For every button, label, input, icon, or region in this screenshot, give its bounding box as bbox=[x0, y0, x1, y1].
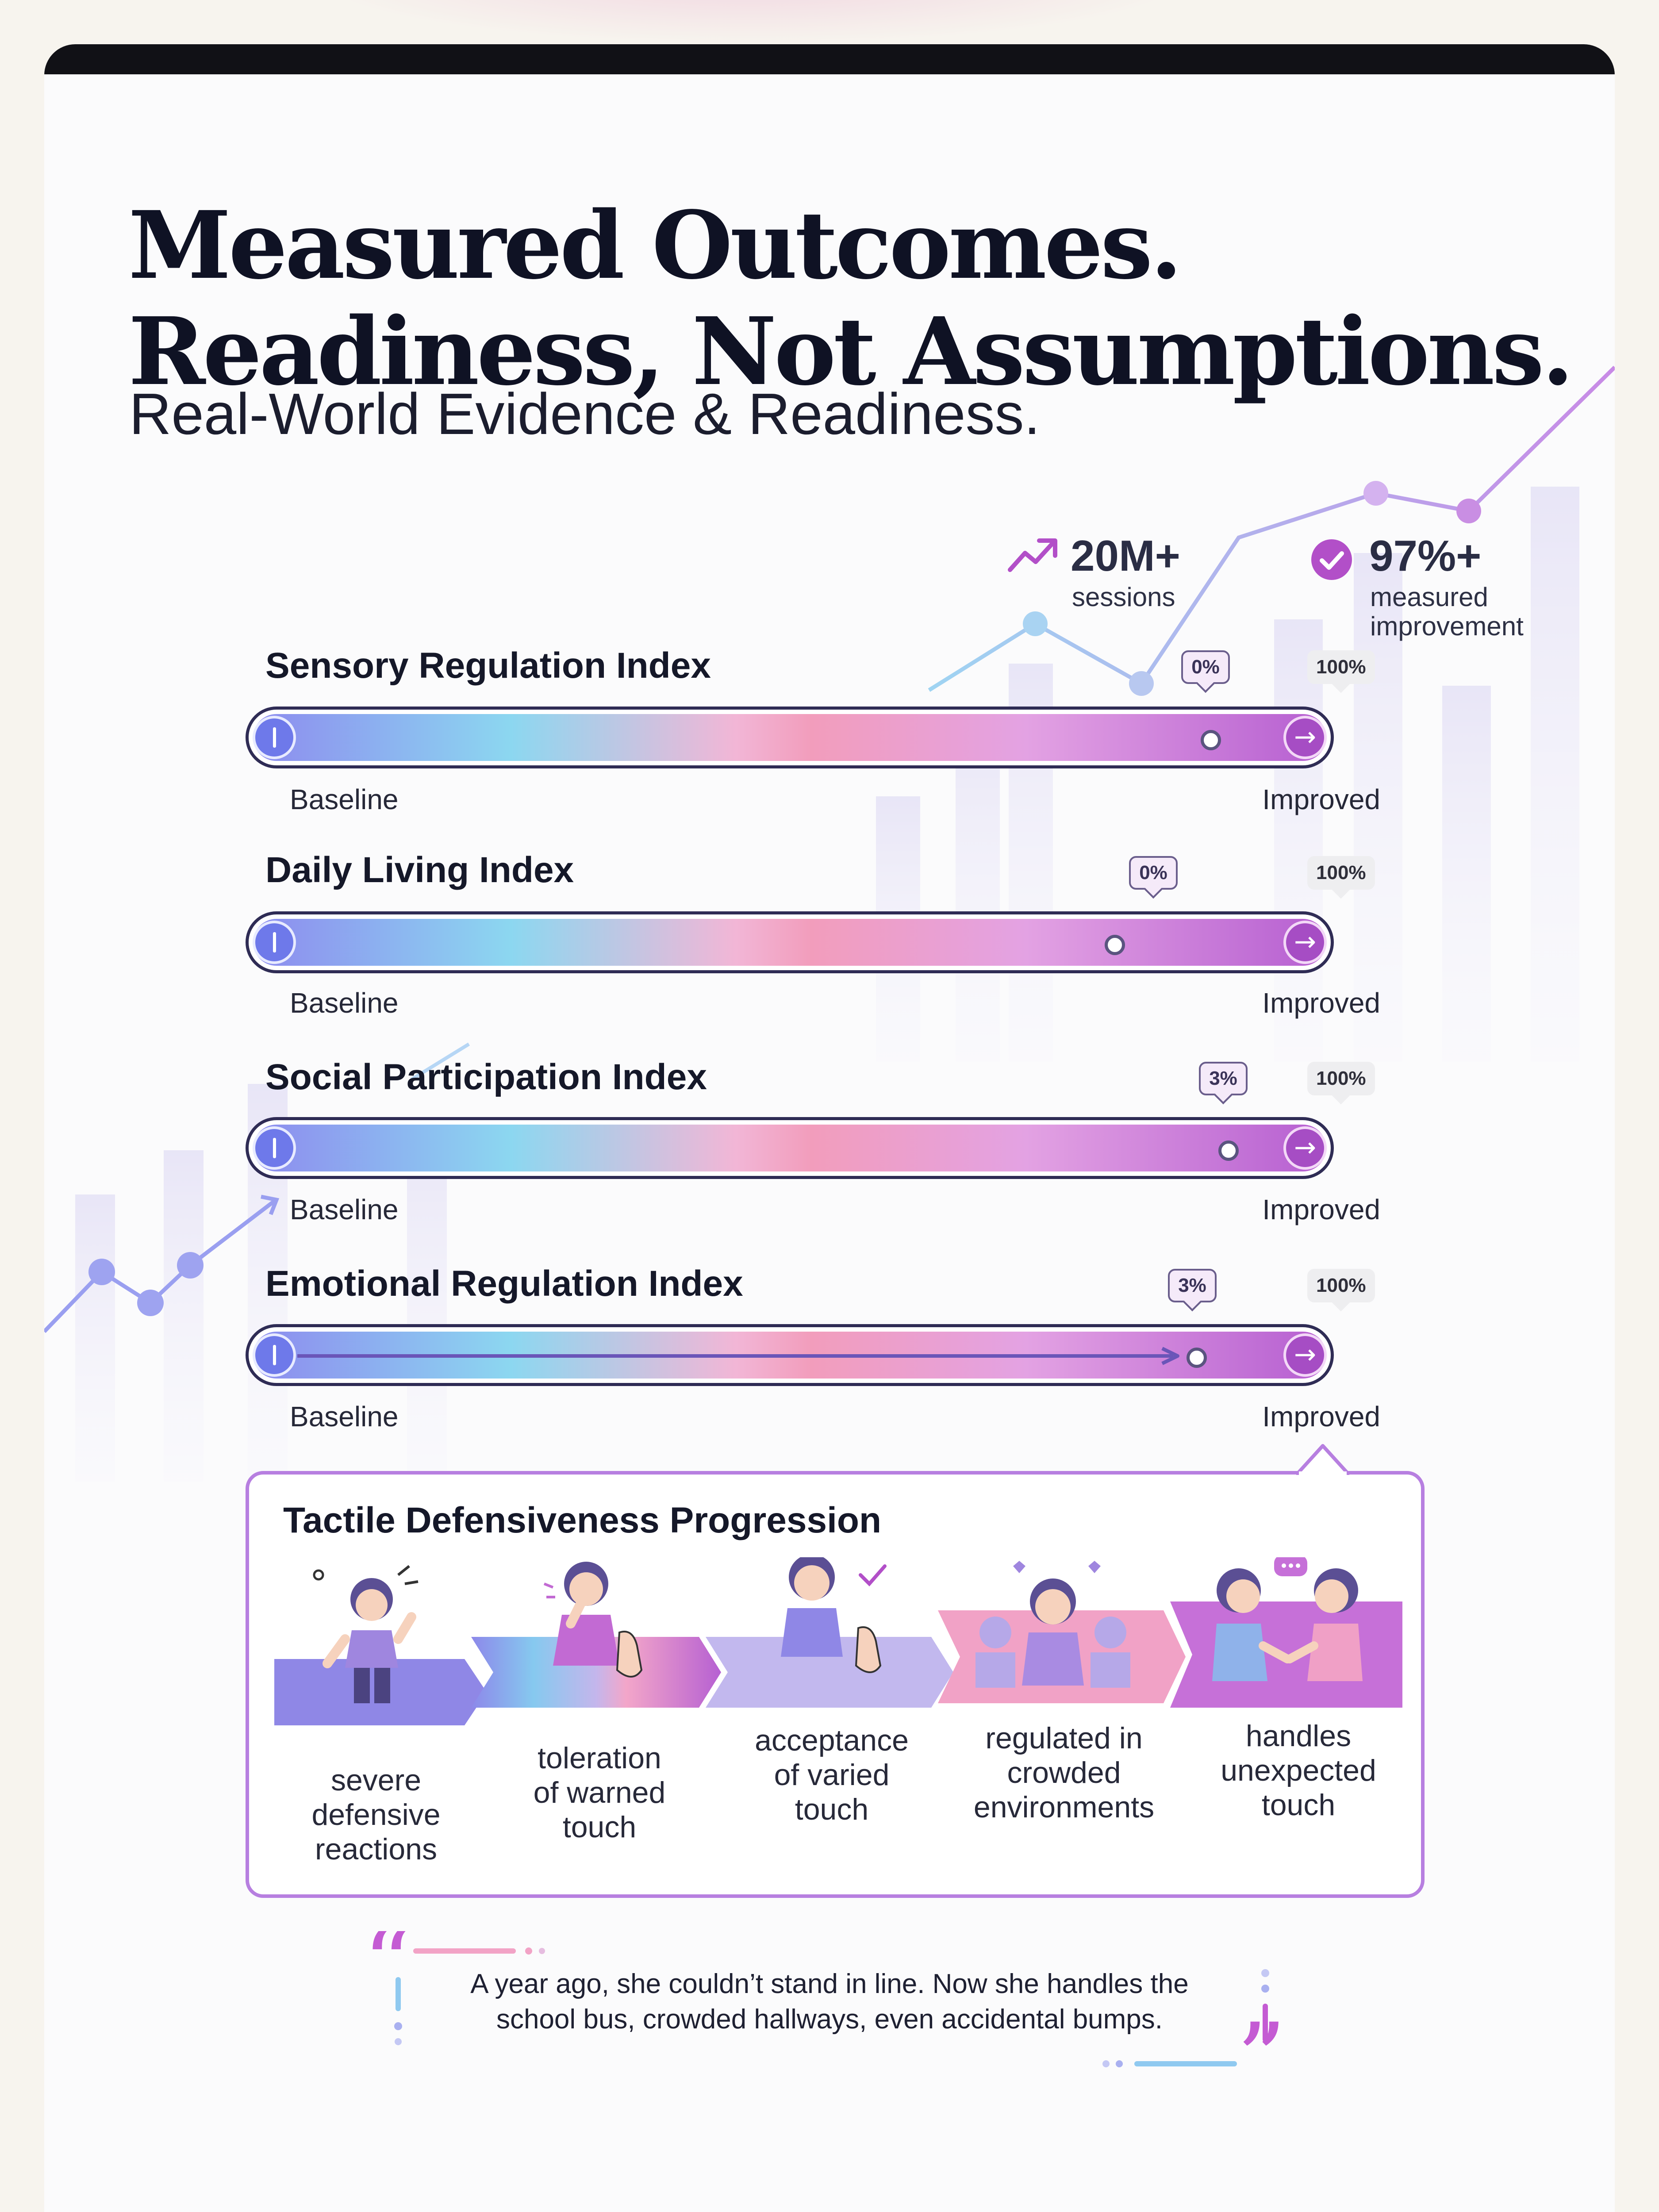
social-participation-index-slider[interactable]: → bbox=[246, 1117, 1334, 1179]
stage-5-label: handles unexpected touch bbox=[1221, 1719, 1376, 1822]
bg-bar bbox=[1531, 487, 1579, 1062]
daily-max-bubble: 100% bbox=[1307, 856, 1375, 890]
page-title-line2: Readiness, Not Assumptions. bbox=[128, 297, 1574, 406]
bg-point bbox=[1129, 671, 1154, 696]
sessions-stat-label: sessions bbox=[1072, 582, 1175, 612]
page-title-line1: Measured Outcomes. bbox=[128, 191, 1183, 300]
bg-bar bbox=[164, 1150, 204, 1482]
bg-point bbox=[1456, 499, 1481, 523]
current-marker[interactable] bbox=[1218, 1141, 1239, 1161]
bg-bar bbox=[407, 1128, 447, 1482]
sensory-current-bubble: 0% bbox=[1181, 650, 1230, 684]
page-subtitle: Real-World Evidence & Readiness. bbox=[129, 381, 1041, 446]
emotional-baseline-label: Baseline bbox=[290, 1401, 399, 1432]
svg-text:“: “ bbox=[363, 1931, 412, 2020]
svg-text:”: ” bbox=[1237, 2002, 1286, 2079]
open-quote-icon: “ bbox=[363, 1931, 545, 2045]
baseline-knob-icon[interactable] bbox=[255, 718, 293, 757]
bg-streak bbox=[410, 1042, 470, 1081]
current-marker[interactable] bbox=[1105, 935, 1125, 955]
progression-stages-graphic bbox=[274, 1557, 1402, 1725]
slider-fill bbox=[253, 714, 1326, 761]
handshake-icon bbox=[1212, 1557, 1363, 1681]
daily-improved-label: Improved bbox=[1262, 987, 1380, 1019]
emotional-improved-label: Improved bbox=[1262, 1401, 1380, 1432]
bg-point bbox=[1023, 611, 1048, 636]
bg-point bbox=[88, 1259, 115, 1285]
trend-up-icon bbox=[1008, 538, 1057, 572]
bg-bar bbox=[956, 717, 1000, 1062]
defensive-child-icon bbox=[313, 1565, 419, 1703]
current-marker[interactable] bbox=[1187, 1348, 1207, 1368]
improvement-stat-label-1: measured bbox=[1370, 582, 1488, 612]
stage-3-label: acceptance of varied touch bbox=[755, 1724, 909, 1826]
progress-arrow-icon bbox=[297, 1347, 1179, 1365]
sessions-stat-value: 20M+ bbox=[1071, 531, 1180, 580]
warned-touch-child-icon bbox=[543, 1562, 643, 1678]
emotional-regulation-index-title: Emotional Regulation Index bbox=[265, 1263, 743, 1304]
improvement-stat-value: 97%+ bbox=[1369, 531, 1482, 580]
social-baseline-label: Baseline bbox=[290, 1194, 399, 1225]
improvement-stat-label-2: improvement bbox=[1370, 611, 1524, 641]
baseline-knob-icon[interactable] bbox=[255, 1336, 293, 1374]
bg-point bbox=[1363, 481, 1388, 506]
daily-current-bubble: 0% bbox=[1129, 856, 1178, 890]
stage-chevron bbox=[471, 1637, 721, 1708]
emotional-regulation-index-slider[interactable]: → bbox=[246, 1324, 1334, 1386]
check-circle-icon bbox=[1311, 539, 1352, 580]
stage-2-label: toleration of warned touch bbox=[533, 1741, 666, 1844]
close-quote-icon: ” bbox=[1102, 1969, 1286, 2079]
social-current-bubble: 3% bbox=[1199, 1062, 1248, 1095]
sensory-baseline-label: Baseline bbox=[290, 783, 399, 815]
arrow-right-icon[interactable]: → bbox=[1286, 718, 1324, 757]
bg-bar bbox=[1354, 553, 1402, 1062]
sensory-improved-label: Improved bbox=[1262, 783, 1380, 815]
stage-chevron bbox=[706, 1637, 953, 1708]
baseline-knob-icon[interactable] bbox=[255, 1129, 293, 1167]
stage-4-label: regulated in crowded environments bbox=[973, 1721, 1155, 1824]
bg-point bbox=[137, 1290, 164, 1316]
panel-pointer bbox=[1296, 1444, 1349, 1475]
current-marker[interactable] bbox=[1201, 730, 1221, 750]
bg-point bbox=[177, 1252, 204, 1279]
acceptance-child-icon bbox=[781, 1557, 887, 1673]
daily-living-index-slider[interactable]: → bbox=[246, 911, 1334, 973]
slider-fill bbox=[253, 1125, 1326, 1171]
sensory-max-bubble: 100% bbox=[1307, 650, 1375, 684]
social-participation-index-title: Social Participation Index bbox=[265, 1057, 707, 1097]
sensory-index-slider[interactable]: → bbox=[246, 707, 1334, 768]
bg-arrow-head bbox=[261, 1194, 280, 1215]
bg-bar bbox=[75, 1194, 115, 1482]
bg-bar bbox=[1274, 619, 1323, 1062]
baseline-knob-icon[interactable] bbox=[255, 923, 293, 961]
background-chart-decoration bbox=[44, 365, 1615, 1482]
crowd-icon bbox=[975, 1561, 1130, 1688]
arrow-right-icon[interactable]: → bbox=[1286, 923, 1324, 961]
social-improved-label: Improved bbox=[1262, 1194, 1380, 1225]
tactile-progression-title: Tactile Defensiveness Progression bbox=[283, 1500, 882, 1540]
arrow-right-icon[interactable]: → bbox=[1286, 1336, 1324, 1374]
emotional-max-bubble: 100% bbox=[1307, 1269, 1375, 1302]
emotional-current-bubble: 3% bbox=[1168, 1269, 1217, 1302]
top-glow bbox=[310, 0, 1194, 44]
daily-living-index-title: Daily Living Index bbox=[265, 850, 574, 890]
stage-1-label: severe defensive reactions bbox=[311, 1763, 441, 1866]
social-max-bubble: 100% bbox=[1307, 1062, 1375, 1095]
sensory-index-title: Sensory Regulation Index bbox=[265, 645, 711, 686]
daily-baseline-label: Baseline bbox=[290, 987, 399, 1019]
bg-bar bbox=[1442, 686, 1491, 1062]
testimonial-quote: A year ago, she couldn’t stand in line. … bbox=[470, 1969, 1189, 2035]
window-top-bar bbox=[44, 44, 1615, 74]
arrow-right-icon[interactable]: → bbox=[1286, 1129, 1324, 1167]
slider-fill bbox=[253, 919, 1326, 966]
